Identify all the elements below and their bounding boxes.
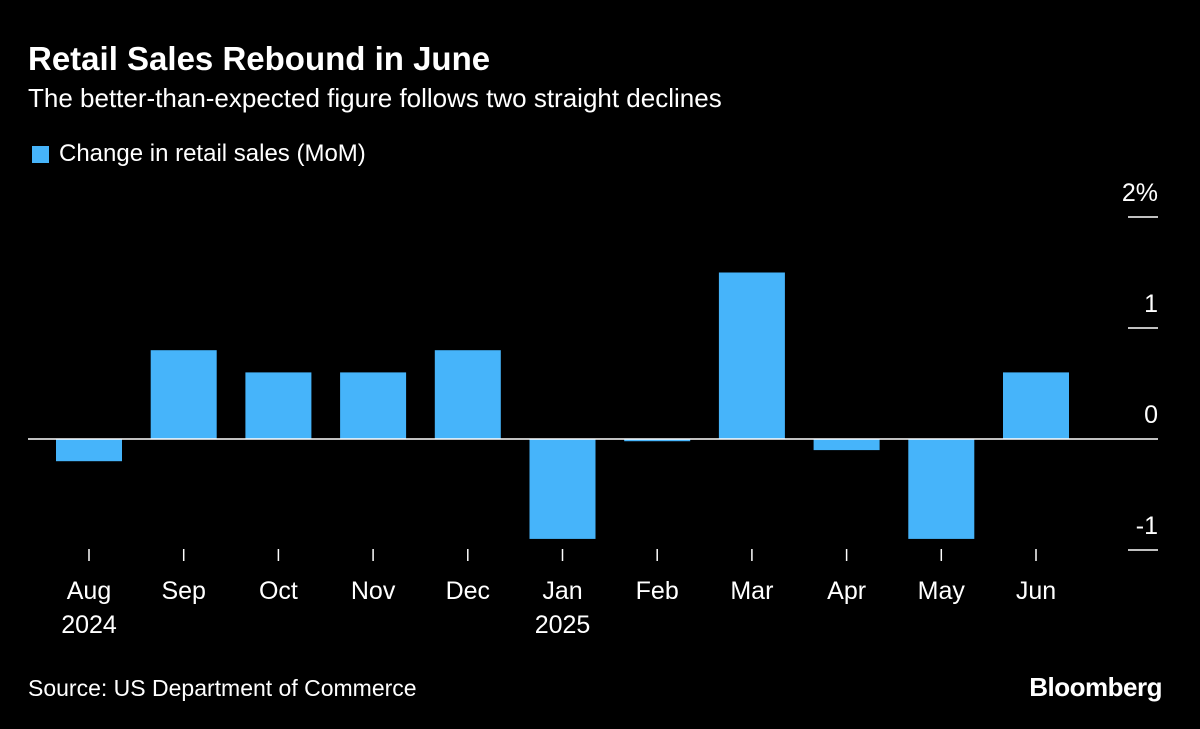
legend-swatch	[32, 145, 49, 163]
x-tick-label: Aug	[67, 577, 111, 605]
y-tick-label: 1	[1144, 290, 1158, 318]
legend-label: Change in retail sales (MoM)	[59, 140, 366, 167]
source-note: Source: US Department of Commerce	[28, 675, 417, 701]
bar-sep	[150, 350, 217, 439]
bar-nov	[340, 372, 407, 439]
x-tick-label: Jun	[1016, 577, 1056, 605]
bar-mar	[718, 272, 785, 439]
y-tick-label: 2%	[1122, 179, 1158, 207]
x-tick-label: Oct	[259, 577, 298, 605]
chart-title: Retail Sales Rebound in June	[28, 40, 491, 77]
bar-feb	[624, 439, 691, 442]
bar-apr	[813, 439, 880, 451]
bar-oct	[245, 372, 312, 439]
legend: Change in retail sales (MoM)	[32, 140, 366, 168]
x-tick-label: Apr	[827, 577, 866, 605]
bar-jun	[1003, 372, 1069, 439]
bloomberg-logo: Bloomberg	[1029, 672, 1162, 702]
chart-subtitle: The better-than-expected figure follows …	[28, 83, 722, 113]
x-tick-label: Jan	[542, 577, 582, 605]
bar-dec	[434, 350, 501, 439]
x-tick-sublabel: 2024	[61, 611, 117, 639]
x-tick-label: Feb	[636, 577, 679, 605]
x-tick-label: Mar	[730, 577, 773, 605]
bar-aug	[56, 439, 122, 462]
x-tick-label: Nov	[351, 577, 396, 605]
x-tick-sublabel: 2025	[535, 611, 591, 639]
x-tick-label: May	[918, 577, 966, 605]
y-tick-label: 0	[1144, 401, 1158, 429]
bar-jan	[529, 439, 596, 539]
y-tick-label: -1	[1136, 512, 1158, 540]
bar-may	[908, 439, 975, 539]
x-tick-label: Dec	[446, 577, 490, 605]
x-tick-label: Sep	[161, 577, 205, 605]
